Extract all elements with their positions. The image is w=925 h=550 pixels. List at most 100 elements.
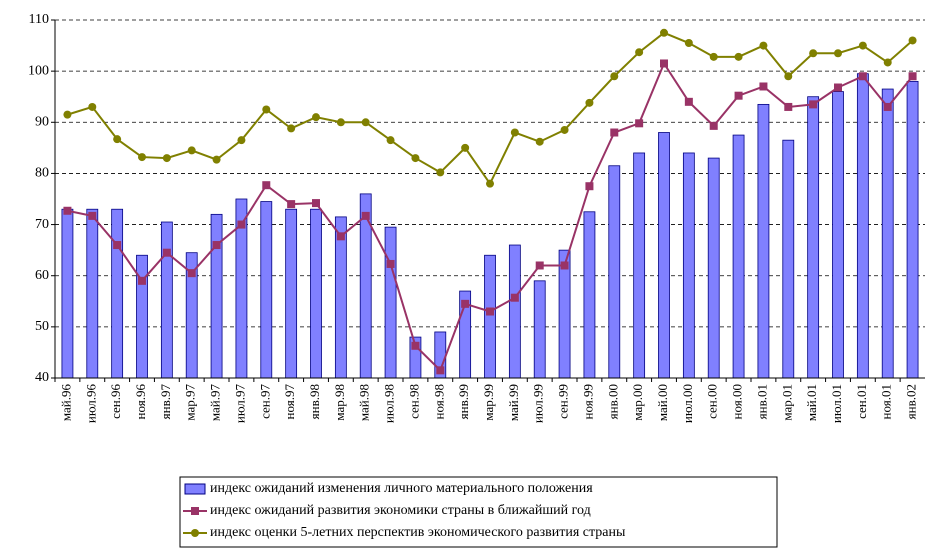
x-tick-label: ноя.98 <box>431 384 446 419</box>
marker <box>635 119 644 128</box>
x-tick-label: июл.98 <box>382 384 397 423</box>
marker <box>759 82 768 91</box>
marker <box>461 143 470 152</box>
y-tick-label: 40 <box>35 370 49 385</box>
bar <box>583 211 596 379</box>
x-tick-label: ноя.01 <box>879 384 894 419</box>
x-tick-label: сен.96 <box>108 384 123 419</box>
marker <box>411 341 420 350</box>
marker <box>858 41 867 50</box>
marker <box>436 366 445 375</box>
x-tick-label: июл.97 <box>232 384 247 424</box>
marker <box>461 299 470 308</box>
marker <box>734 52 743 61</box>
marker <box>560 261 569 270</box>
y-tick-label: 70 <box>35 217 49 232</box>
marker <box>660 28 668 37</box>
x-tick-label: сен.01 <box>854 384 869 419</box>
bar <box>633 152 646 379</box>
marker <box>262 105 271 114</box>
marker <box>684 97 693 106</box>
x-tick-label: ноя.96 <box>133 384 148 420</box>
bar <box>732 134 745 379</box>
x-tick-label: янв.97 <box>158 384 173 420</box>
marker <box>759 41 768 50</box>
marker <box>113 241 122 250</box>
marker <box>312 113 320 122</box>
bar <box>384 226 397 379</box>
x-tick-label: мар.00 <box>630 384 645 421</box>
marker <box>386 136 395 145</box>
marker <box>162 154 171 163</box>
y-tick-label: 80 <box>35 166 49 181</box>
bar <box>508 244 521 379</box>
bar <box>807 96 820 379</box>
marker <box>88 211 97 220</box>
x-tick-label: май.01 <box>804 384 819 421</box>
marker <box>486 307 494 316</box>
x-tick-label: мар.01 <box>779 384 794 421</box>
x-tick-label: мар.98 <box>332 384 347 421</box>
x-tick-label: май.99 <box>506 384 521 421</box>
bar <box>682 152 695 379</box>
bar <box>260 201 273 379</box>
marker <box>908 36 917 45</box>
marker <box>510 128 519 137</box>
marker <box>734 91 743 100</box>
marker <box>287 124 296 133</box>
bar <box>608 165 621 379</box>
x-tick-label: июл.96 <box>83 384 98 424</box>
marker <box>386 259 395 268</box>
marker <box>610 72 619 81</box>
marker <box>585 182 594 191</box>
bar <box>856 73 869 379</box>
x-tick-label: июл.00 <box>680 384 695 423</box>
marker <box>138 153 146 162</box>
marker <box>411 154 420 163</box>
marker <box>784 102 793 111</box>
marker <box>809 49 818 58</box>
legend-marker <box>191 507 199 515</box>
bar <box>707 157 720 379</box>
bar <box>782 139 795 379</box>
x-tick-label: ноя.99 <box>580 384 595 419</box>
bar <box>310 208 322 379</box>
bar <box>285 208 298 379</box>
marker <box>883 102 892 111</box>
marker <box>212 241 221 250</box>
marker <box>262 181 271 190</box>
marker <box>834 49 842 58</box>
x-tick-label: янв.02 <box>904 384 919 419</box>
marker <box>361 211 370 220</box>
x-tick-label: янв.99 <box>456 384 471 419</box>
legend-swatch <box>184 483 206 495</box>
legend-box <box>179 476 778 548</box>
bar <box>906 80 919 379</box>
bar <box>160 221 173 379</box>
x-tick-label: янв.00 <box>605 384 620 419</box>
x-tick-label: май.98 <box>357 384 372 421</box>
marker <box>635 48 644 57</box>
marker <box>510 293 519 302</box>
bar <box>111 208 124 379</box>
marker <box>212 155 221 164</box>
marker <box>834 83 842 92</box>
bar <box>658 132 670 379</box>
marker <box>709 52 718 61</box>
x-tick-label: ноя.97 <box>282 384 297 420</box>
marker <box>336 232 345 241</box>
bar <box>832 91 844 379</box>
y-tick-label: 90 <box>35 115 49 130</box>
marker <box>237 136 246 145</box>
marker <box>336 118 345 127</box>
marker <box>138 276 146 285</box>
y-tick-label: 60 <box>35 268 49 283</box>
marker <box>237 220 246 229</box>
marker <box>610 128 619 137</box>
marker <box>684 39 693 48</box>
x-tick-label: май.97 <box>208 384 223 422</box>
marker <box>63 110 72 119</box>
marker <box>88 102 97 111</box>
bar <box>334 216 347 379</box>
